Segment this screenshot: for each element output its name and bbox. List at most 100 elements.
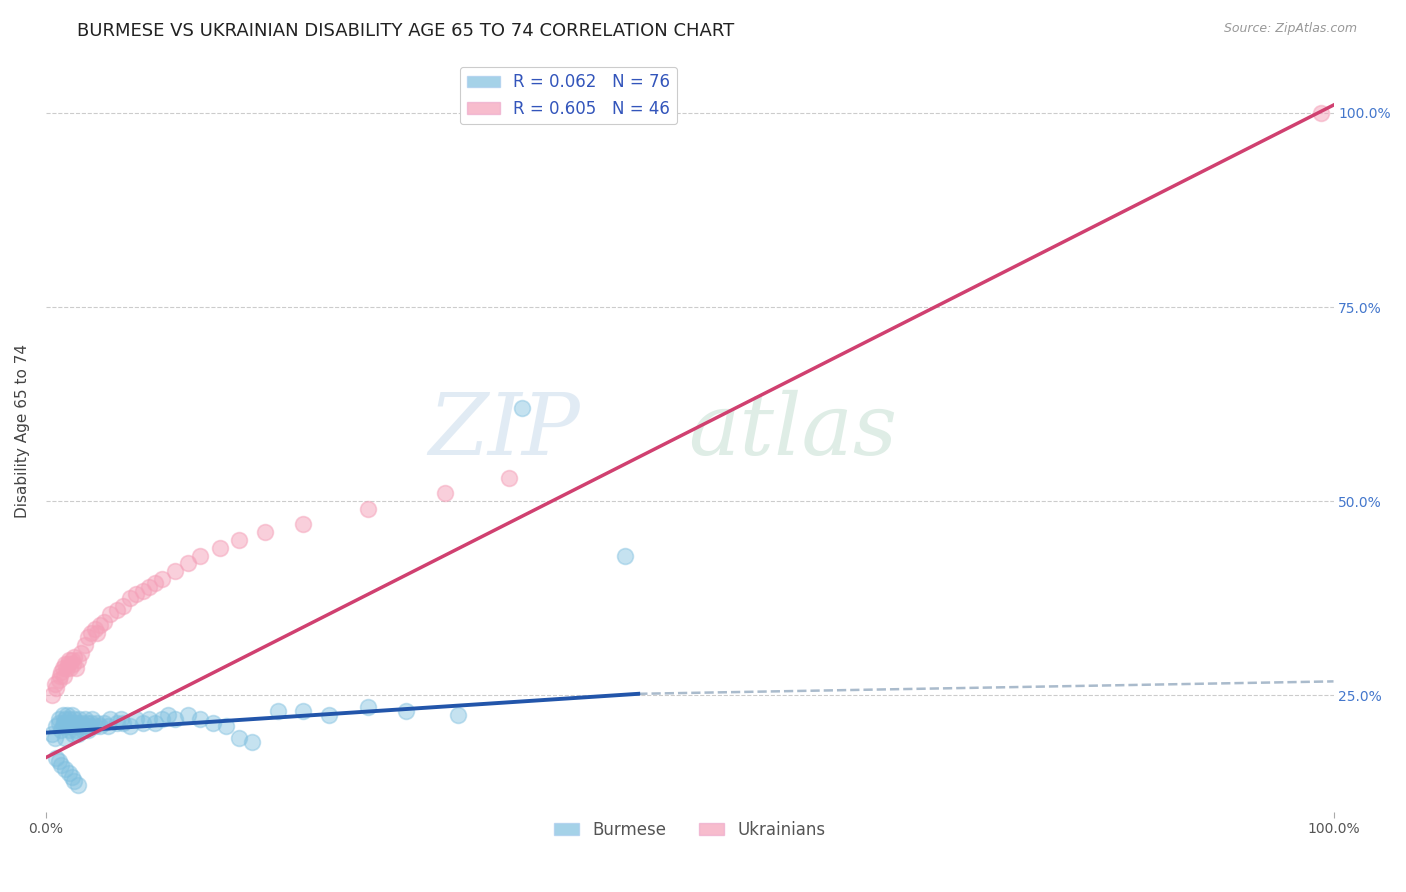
Point [52,719,75,733]
Point [105,715,128,730]
Point [118,591,141,606]
Point [83,719,105,733]
Point [80,715,103,730]
Point [79,719,101,733]
Point [240,735,263,749]
Point [97,719,120,733]
Point [44,731,66,745]
Point [41,727,63,741]
Point [51,723,73,738]
Point [49,669,72,683]
Point [56,657,79,672]
Point [62,657,84,672]
Point [48,673,70,687]
Point [56,715,79,730]
Point [228,533,250,547]
Point [60,770,83,784]
Point [52,661,75,675]
Point [63,649,86,664]
Point [53,712,76,726]
Point [45,681,67,695]
Point [112,599,135,613]
Text: Source: ZipAtlas.com: Source: ZipAtlas.com [1223,22,1357,36]
Point [80,626,103,640]
Point [131,715,153,730]
Legend: Burmese, Ukrainians: Burmese, Ukrainians [547,814,832,846]
Point [59,715,82,730]
Point [55,719,77,733]
Point [53,657,76,672]
Point [62,727,84,741]
Text: ZIP: ZIP [429,390,581,473]
Point [357,502,380,516]
Point [63,773,86,788]
Point [138,580,160,594]
Point [69,719,91,733]
Point [1309,105,1331,120]
Point [98,607,121,621]
Point [77,630,100,644]
Point [58,723,80,738]
Point [512,401,534,415]
Point [253,525,276,540]
Point [292,517,315,532]
Point [145,575,167,590]
Point [145,715,167,730]
Point [48,712,70,726]
Point [86,715,108,730]
Point [93,715,115,730]
Point [69,712,91,726]
Point [83,623,105,637]
Point [228,731,250,745]
Point [67,715,90,730]
Point [70,715,93,730]
Point [66,719,89,733]
Point [157,707,180,722]
Point [125,587,148,601]
Point [65,723,87,738]
Point [89,719,111,733]
Point [58,766,80,780]
Point [447,707,470,722]
Point [208,541,231,555]
Point [58,712,80,726]
Point [89,618,111,632]
Point [53,715,76,730]
Point [498,471,520,485]
Point [53,762,76,776]
Point [69,646,91,660]
Point [51,758,73,772]
Point [65,661,87,675]
Point [82,712,104,726]
Point [93,615,115,629]
Point [60,653,83,667]
Point [202,715,225,730]
Text: atlas: atlas [688,390,897,473]
Point [44,676,66,690]
Point [163,712,186,726]
Point [72,723,94,738]
Point [63,712,86,726]
Point [45,750,67,764]
Point [73,712,96,726]
Point [63,715,86,730]
Point [150,572,173,586]
Point [215,719,238,733]
Point [67,653,90,667]
Point [60,719,83,733]
Point [76,715,98,730]
Point [395,704,418,718]
Point [67,727,90,741]
Point [105,603,128,617]
Point [55,707,77,722]
Point [614,549,637,563]
Point [73,638,96,652]
Point [67,778,90,792]
Point [58,653,80,667]
Point [267,704,290,718]
Point [53,669,76,683]
Point [51,665,73,679]
Point [434,486,457,500]
Point [176,707,198,722]
Point [150,712,173,726]
